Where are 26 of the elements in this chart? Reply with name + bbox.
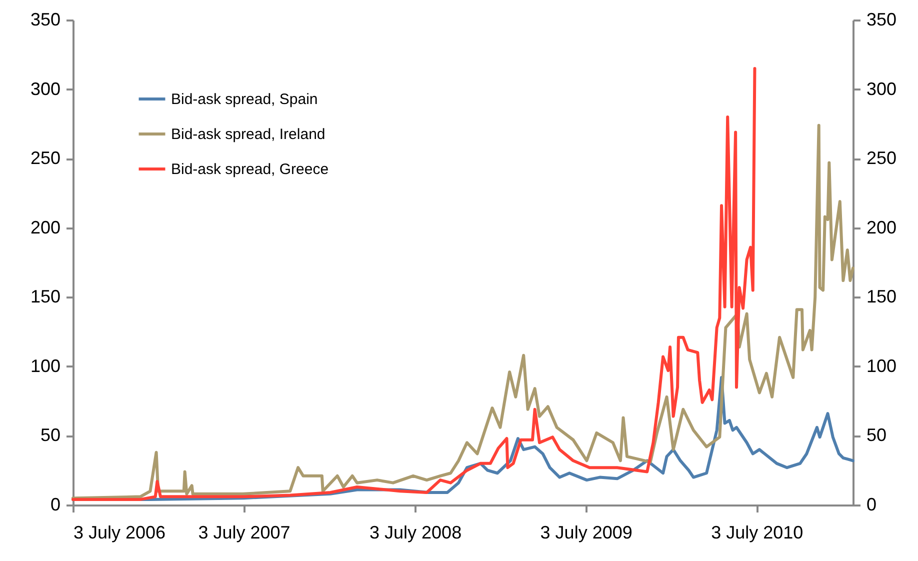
line-series bbox=[72, 67, 756, 501]
legend-label: Bid-ask spread, Greece bbox=[171, 161, 329, 178]
legend-label: Bid-ask spread, Ireland bbox=[171, 126, 326, 143]
y2-tick-label: 50 bbox=[866, 425, 887, 446]
legend-label: Bid-ask spread, Spain bbox=[171, 91, 318, 108]
x-tick-label: 3 July 2008 bbox=[370, 522, 462, 542]
y2-tick-label: 0 bbox=[866, 494, 877, 514]
x-tick-label: 3 July 2009 bbox=[540, 522, 632, 542]
line-series bbox=[72, 124, 854, 500]
y-tick-label: 100 bbox=[30, 356, 60, 376]
y-tick-label: 300 bbox=[30, 78, 60, 99]
y2-tick-label: 250 bbox=[866, 148, 897, 168]
y2-tick-label: 200 bbox=[866, 217, 897, 238]
y2-tick-label: 150 bbox=[866, 286, 897, 307]
y2-tick-label: 100 bbox=[866, 356, 897, 376]
x-tick-label: 3 July 2007 bbox=[198, 522, 290, 542]
y-tick-label: 350 bbox=[30, 10, 60, 30]
y-tick-label: 50 bbox=[40, 425, 60, 446]
y-tick-label: 250 bbox=[30, 148, 60, 168]
y2-tick-label: 300 bbox=[866, 78, 897, 99]
y-tick-label: 200 bbox=[30, 217, 60, 238]
x-tick-label: 3 July 2006 bbox=[74, 522, 166, 542]
y-tick-label: 150 bbox=[30, 286, 60, 307]
y-tick-label: 0 bbox=[50, 494, 60, 514]
x-tick-label: 3 July 2010 bbox=[711, 522, 804, 542]
y2-tick-label: 350 bbox=[866, 10, 897, 30]
